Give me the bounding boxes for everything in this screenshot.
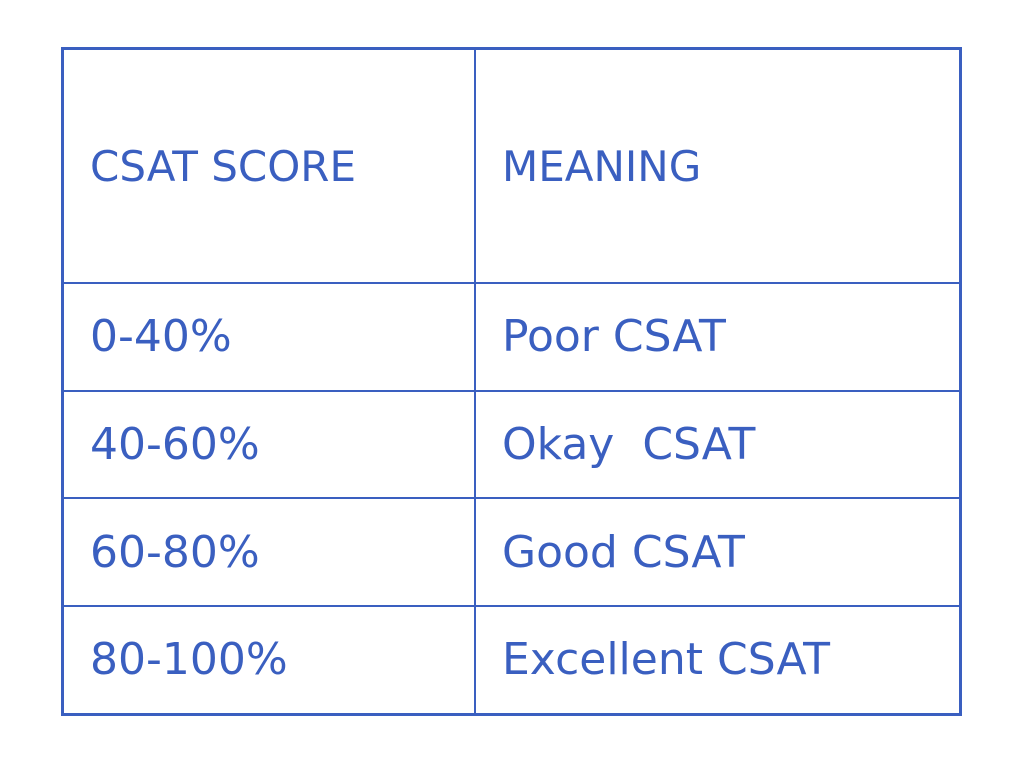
- table-row: 60-80% Good CSAT: [61, 497, 962, 607]
- header-cell: MEANING: [474, 47, 962, 285]
- header-cell: CSAT SCORE: [61, 47, 476, 285]
- table-cell: Excellent CSAT: [474, 604, 962, 716]
- csat-table: CSAT SCORE MEANING 0-40% Poor CSAT 40-60% O…: [61, 47, 962, 716]
- table-cell: Good CSAT: [474, 497, 962, 607]
- table-row: 40-60% Okay CSAT: [61, 389, 962, 500]
- table-cell: Okay CSAT: [474, 389, 962, 500]
- table-cell: 60-80%: [61, 497, 476, 607]
- table-cell: 0-40%: [61, 282, 476, 392]
- table-cell: 40-60%: [61, 389, 476, 500]
- table-row: 0-40% Poor CSAT: [61, 282, 962, 392]
- table-row: 80-100% Excellent CSAT: [61, 604, 962, 716]
- header-row: CSAT SCORE MEANING: [61, 47, 962, 285]
- table-cell: Poor CSAT: [474, 282, 962, 392]
- table-cell: 80-100%: [61, 604, 476, 716]
